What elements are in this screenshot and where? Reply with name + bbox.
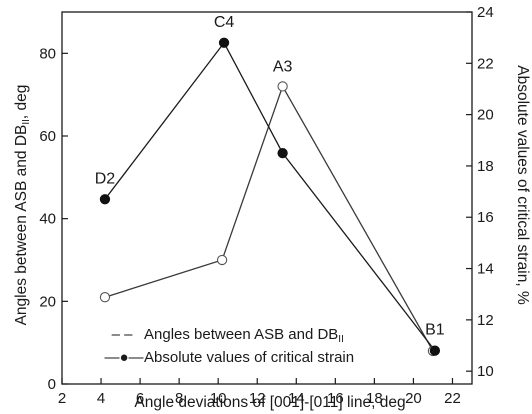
left-y-axis-title-main: Angles between ASB and DB — [13, 125, 30, 326]
legend-symbol-strain: —●— — [104, 349, 143, 366]
point-label: B1 — [425, 322, 445, 339]
series-points — [99, 37, 441, 357]
legend-label-angles-sub: II — [338, 334, 344, 345]
x-tick-label: 20 — [405, 390, 422, 407]
strain-data-point — [277, 147, 288, 159]
strain-data-point — [99, 194, 111, 205]
right-y-tick-label: 20 — [477, 107, 494, 124]
plot-border — [61, 11, 473, 385]
left-y-tick-label: 80 — [39, 45, 56, 62]
point-label: A3 — [273, 58, 293, 75]
x-axis-title: Angle deviations of [001]-[011] line, de… — [134, 394, 405, 411]
legend-label-strain: Absolute values of critical strain — [144, 349, 354, 366]
left-y-tick-label: 20 — [39, 293, 56, 310]
legend-symbol-angles: – – — [112, 326, 134, 343]
left-y-axis-title-sub: II — [21, 119, 32, 125]
x-tick-label: 6 — [136, 390, 144, 407]
series-lines — [104, 41, 436, 352]
right-y-tick-label: 12 — [477, 312, 494, 329]
right-y-tick-label: 14 — [477, 261, 494, 278]
strain-data-point — [218, 37, 230, 48]
strain-series-line — [104, 41, 436, 352]
x-axis-ticks: 2 4 6 8 10 12 14 16 18 20 22 — [58, 378, 461, 407]
right-y-axis-title: Absolute values of critical strain, % — [514, 65, 531, 305]
left-y-tick-label: 60 — [39, 128, 56, 145]
x-tick-label: 10 — [210, 390, 227, 407]
right-y-tick-label: 22 — [477, 55, 494, 72]
right-y-tick-label: 24 — [477, 4, 494, 21]
point-labels: D2 C4 A3 B1 — [95, 14, 445, 339]
plot-frame — [61, 11, 473, 385]
angle-data-point — [277, 81, 288, 92]
legend-label-angles-main: Angles between ASB and DB — [144, 326, 338, 343]
point-label: C4 — [214, 14, 235, 31]
left-y-axis-ticks: 0 20 40 60 80 — [39, 45, 68, 393]
x-tick-label: 8 — [175, 390, 183, 407]
left-y-tick-label: 0 — [48, 376, 56, 393]
angle-data-point — [99, 292, 111, 303]
right-y-tick-label: 18 — [477, 158, 494, 175]
x-tick-label: 2 — [58, 390, 66, 407]
right-y-tick-label: 16 — [477, 209, 494, 226]
angle-series-line — [104, 84, 434, 352]
left-y-axis-title: Angles between ASB and DBII, deg — [13, 85, 32, 326]
legend-label-angles: Angles between ASB and DBII — [144, 326, 344, 345]
angle-data-point — [216, 254, 228, 266]
left-y-axis-title-suffix: , deg — [13, 85, 30, 119]
point-label: D2 — [95, 170, 116, 187]
right-y-axis-ticks: 10 12 14 16 18 20 22 24 — [466, 4, 494, 380]
strain-data-point — [429, 345, 441, 356]
x-tick-label: 16 — [327, 390, 344, 407]
x-tick-label: 22 — [444, 390, 461, 407]
legend: – – Angles between ASB and DBII —●— Abso… — [104, 326, 354, 366]
left-y-tick-label: 40 — [39, 211, 56, 228]
right-y-tick-label: 10 — [477, 363, 494, 380]
x-tick-label: 14 — [288, 390, 305, 407]
x-tick-label: 4 — [97, 390, 105, 407]
x-tick-label: 18 — [366, 390, 383, 407]
x-tick-label: 12 — [249, 390, 266, 407]
